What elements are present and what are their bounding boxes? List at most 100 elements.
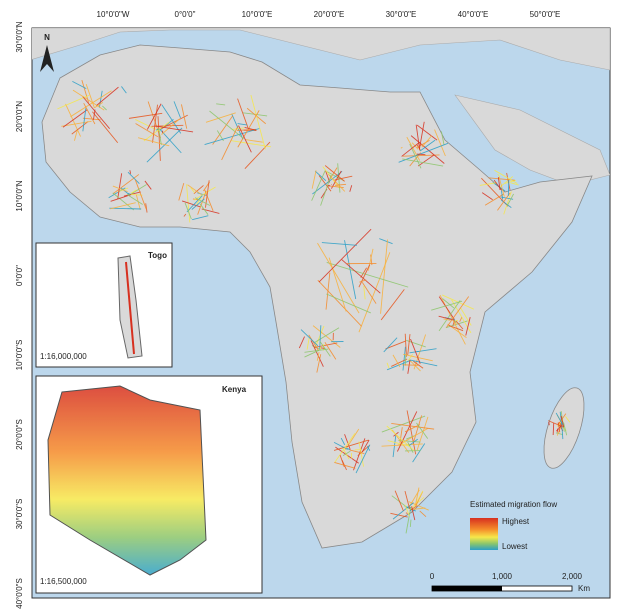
flow-line <box>409 519 412 527</box>
flow-line <box>193 185 204 195</box>
flow-lines <box>57 79 571 534</box>
scale-label: 2,000 <box>562 572 583 581</box>
flow-line <box>500 190 504 200</box>
flow-line <box>212 115 234 145</box>
flow-line <box>448 325 464 332</box>
longitude-label: 50°0'0"E <box>530 10 561 19</box>
flow-line <box>146 103 162 130</box>
flow-line <box>548 421 550 426</box>
flow-line <box>94 102 104 109</box>
flow-line <box>196 197 202 205</box>
flow-line <box>396 411 418 452</box>
flow-line <box>334 175 353 181</box>
flow-line <box>402 364 420 366</box>
north-arrow: N <box>40 33 54 72</box>
flow-line <box>333 442 348 450</box>
flow-line <box>481 192 493 201</box>
flow-line <box>335 183 347 186</box>
flow-line <box>404 333 407 357</box>
flow-line <box>417 154 435 167</box>
flow-line <box>221 125 239 161</box>
flow-line <box>192 215 209 221</box>
flow-line <box>410 135 445 164</box>
flow-line <box>391 358 408 367</box>
latitude-label: 20°0'0"N <box>15 101 24 132</box>
flow-line <box>144 180 152 190</box>
flow-line <box>183 213 187 217</box>
flow-line <box>62 109 88 128</box>
flow-line <box>145 203 148 213</box>
flow-line <box>404 490 411 509</box>
flow-line <box>120 187 131 196</box>
flow-line <box>411 506 416 521</box>
flow-line <box>506 193 514 207</box>
flow-line <box>460 307 472 326</box>
flow-line <box>92 111 119 144</box>
flow-line <box>484 193 504 206</box>
longitude-label: 0°0'0" <box>175 10 196 19</box>
flow-line <box>363 285 366 300</box>
flow-line <box>173 101 181 119</box>
flow-line <box>158 127 162 146</box>
legend-title: Estimated migration flow <box>470 500 557 509</box>
flow-line <box>404 505 410 517</box>
flow-line <box>379 238 393 245</box>
flow-line <box>405 512 408 514</box>
flow-line <box>387 440 410 447</box>
flow-line <box>72 80 87 90</box>
flow-line <box>421 135 433 148</box>
flow-line <box>416 422 429 439</box>
flow-line <box>404 424 421 433</box>
flow-line <box>442 298 455 309</box>
flow-line <box>204 189 214 212</box>
top-labels: 10°0'0"W 0°0'0" 10°0'0"E 20°0'0"E 30°0'0"E 40… <box>97 10 561 19</box>
flow-line <box>380 239 388 314</box>
flow-line <box>319 346 322 350</box>
flow-line <box>386 362 390 369</box>
flow-line <box>443 318 451 321</box>
flow-line <box>340 437 346 446</box>
flow-line <box>304 350 319 358</box>
flow-line <box>137 137 170 147</box>
scale-bar: 0 1,000 2,000 Km <box>430 572 591 593</box>
inset-title: Togo <box>148 251 167 260</box>
flow-line <box>455 320 464 330</box>
flow-line <box>413 360 424 369</box>
flow-line <box>366 445 371 451</box>
inset-scale: 1:16,000,000 <box>40 352 87 361</box>
flow-line <box>83 102 96 125</box>
flow-line <box>314 342 338 348</box>
flow-line <box>209 110 244 139</box>
flow-line <box>392 354 401 368</box>
flow-line <box>316 351 320 361</box>
flow-line <box>130 184 147 195</box>
legend-high: Highest <box>502 517 530 526</box>
flow-line <box>194 197 211 206</box>
flow-line <box>355 444 371 474</box>
togo-flow <box>125 261 135 355</box>
flow-line <box>390 512 408 518</box>
flow-line <box>349 185 353 192</box>
flow-line <box>552 423 555 436</box>
flow-line <box>498 176 505 197</box>
inset-title: Kenya <box>222 385 247 394</box>
flow-line <box>398 142 449 163</box>
flow-line <box>383 337 398 353</box>
flow-line <box>400 146 403 149</box>
flow-line <box>112 185 128 193</box>
flow-line <box>334 433 356 463</box>
longitude-label: 10°0'0"E <box>242 10 273 19</box>
flow-line <box>401 141 420 157</box>
flow-line <box>317 242 360 314</box>
flow-line <box>334 462 356 469</box>
flow-line <box>349 449 365 455</box>
flow-line <box>409 359 438 367</box>
flow-line <box>312 325 341 348</box>
longitude-label: 30°0'0"E <box>386 10 417 19</box>
flow-line <box>127 193 143 196</box>
flow-line <box>431 300 463 311</box>
flow-line <box>438 296 455 320</box>
flow-line <box>237 98 249 128</box>
latitude-label: 10°0'0"N <box>15 180 24 211</box>
flow-line <box>556 426 562 436</box>
